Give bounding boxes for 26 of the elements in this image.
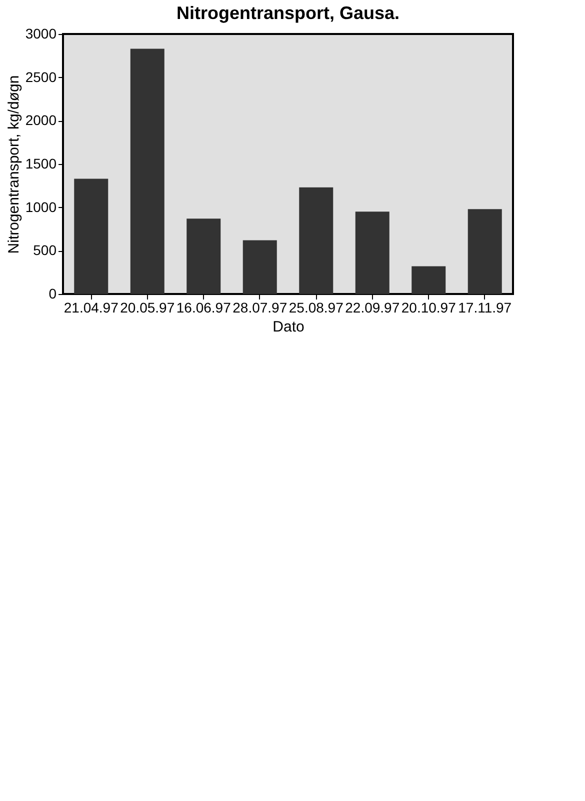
x-tick-label: 28.07.97 <box>232 300 288 316</box>
chart-title: Nitrogentransport, Gausa. <box>176 3 400 23</box>
y-tick-label: 0 <box>48 286 57 302</box>
x-tick-label: 21.04.97 <box>64 300 119 316</box>
x-tick-label: 16.06.97 <box>176 300 232 316</box>
bar <box>242 240 277 294</box>
x-tick-label: 25.08.97 <box>288 300 344 316</box>
bar <box>186 218 221 294</box>
x-tick-label: 20.05.97 <box>120 300 175 316</box>
bar <box>355 212 390 294</box>
y-tick-label: 1000 <box>25 198 57 215</box>
x-tick-label: 17.11.97 <box>458 300 512 316</box>
bar <box>74 178 108 294</box>
x-tick-label: 22.09.97 <box>345 300 400 316</box>
bar <box>412 266 446 294</box>
bar <box>468 209 502 294</box>
y-tick-label: 2000 <box>25 112 57 128</box>
bar <box>130 48 164 294</box>
y-tick-label: 3000 <box>25 26 57 42</box>
y-tick-label: 1500 <box>25 156 57 172</box>
bar <box>299 187 334 294</box>
x-tick-label: 20.10.97 <box>401 300 456 316</box>
y-tick-label: 2500 <box>25 68 57 85</box>
y-axis-title: Nitrogentransport, kg/døgn <box>5 75 22 254</box>
y-tick-label: 500 <box>33 242 57 258</box>
x-axis-title: Dato <box>272 318 304 336</box>
